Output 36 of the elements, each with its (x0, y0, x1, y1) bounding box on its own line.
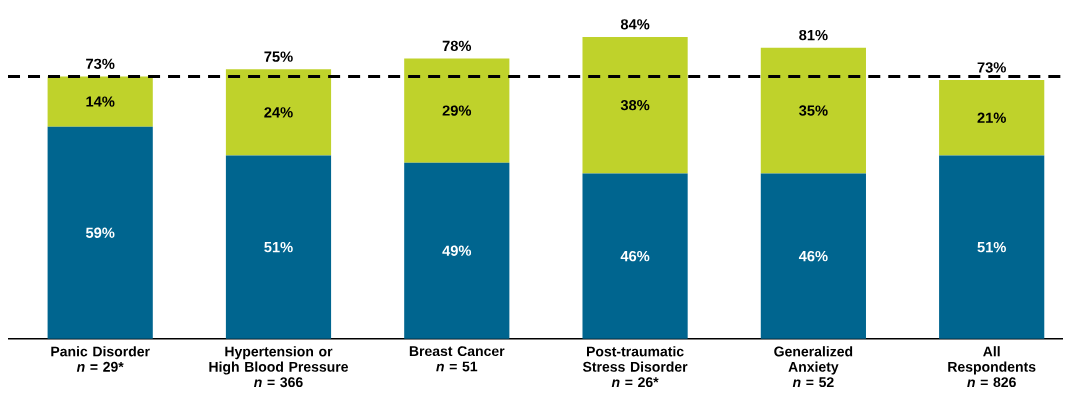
data-label: 51% (264, 241, 293, 253)
data-label: 24% (264, 106, 293, 118)
data-label: 49% (442, 245, 472, 256)
total-label: 73% (977, 62, 1006, 73)
total-label: 84% (620, 18, 650, 30)
data-label: 51% (977, 241, 1006, 253)
data-label: 59% (85, 227, 115, 238)
bar (47, 76, 153, 127)
total-label: 78% (442, 40, 472, 51)
x-tick-label: Hypertension or High Blood Pressure n = 366 (209, 345, 349, 387)
data-label: 21% (977, 112, 1006, 123)
x-tick-label: All Respondents n = 826 (948, 345, 1036, 387)
data-label: 46% (798, 250, 828, 262)
bar (760, 173, 866, 339)
bar (939, 155, 1045, 339)
data-label: 29% (442, 105, 472, 116)
bar (225, 155, 332, 339)
x-tick-label: Panic Disorder n = 29* (51, 345, 150, 372)
bar (760, 47, 866, 174)
data-label: 38% (620, 99, 650, 111)
total-label: 73% (86, 58, 115, 69)
x-tick-label: Breast Cancer n = 51 (409, 345, 505, 372)
bar (404, 58, 510, 163)
x-tick-label: Generalized Anxiety n = 52 (774, 345, 853, 387)
bar (225, 69, 332, 156)
bar (582, 36, 688, 174)
bar (582, 173, 688, 339)
bar (404, 162, 510, 339)
x-tick-label: Post-traumatic Stress Disorder n = 26* (582, 345, 688, 387)
bar (939, 79, 1045, 156)
bar (47, 126, 153, 339)
total-label: 75% (264, 51, 293, 62)
total-label: 81% (799, 29, 828, 41)
data-label: 35% (799, 105, 828, 116)
data-label: 14% (86, 96, 115, 107)
data-label: 46% (620, 250, 650, 262)
